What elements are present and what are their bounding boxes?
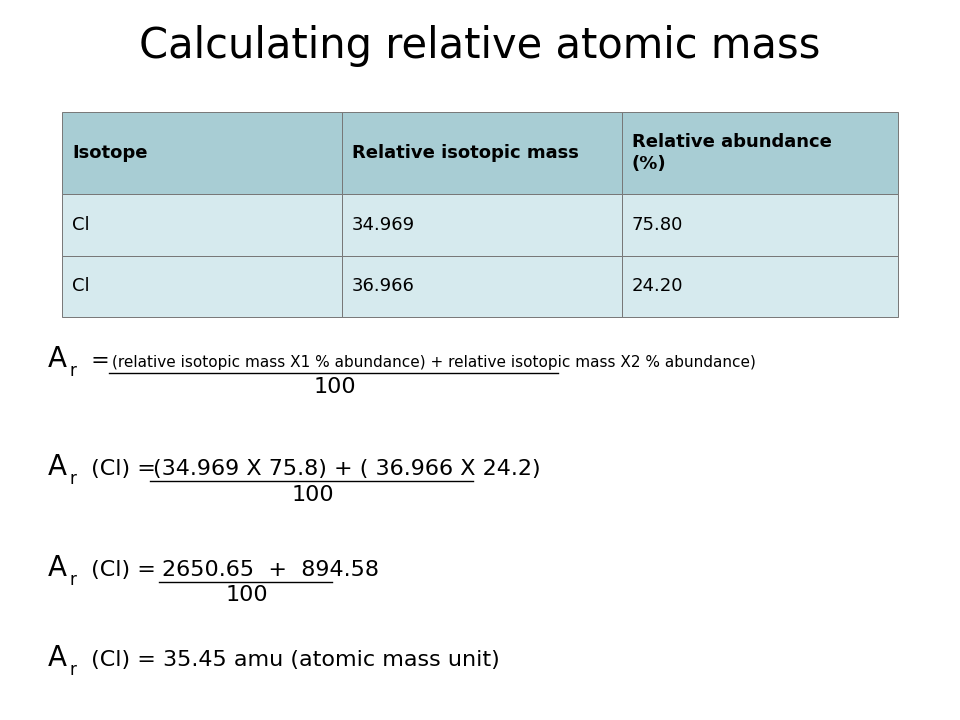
Text: Isotope: Isotope (72, 144, 148, 162)
Text: 100: 100 (314, 377, 356, 397)
Bar (62, 256, 342, 317)
Text: (Cl) =: (Cl) = (84, 459, 162, 480)
Text: 100: 100 (226, 585, 268, 606)
Text: A: A (48, 644, 67, 672)
Text: 24.20: 24.20 (632, 277, 684, 295)
Bar (622, 256, 898, 317)
Bar (622, 194, 898, 256)
Bar (62, 112, 342, 194)
Text: (Cl) =: (Cl) = (84, 560, 170, 580)
Text: 2650.65  +  894.58: 2650.65 + 894.58 (162, 560, 379, 580)
Text: r: r (69, 362, 76, 380)
Bar (622, 112, 898, 194)
Text: (34.969 X 75.8) + ( 36.966 X 24.2): (34.969 X 75.8) + ( 36.966 X 24.2) (153, 459, 540, 480)
Text: =: = (84, 351, 116, 372)
Bar (342, 112, 622, 194)
Text: 75.80: 75.80 (632, 216, 683, 234)
Text: r: r (69, 571, 76, 589)
Text: r: r (69, 470, 76, 488)
Text: Calculating relative atomic mass: Calculating relative atomic mass (139, 25, 821, 67)
Text: A: A (48, 554, 67, 582)
Text: r: r (69, 661, 76, 679)
Text: (Cl) = 35.45 amu (atomic mass unit): (Cl) = 35.45 amu (atomic mass unit) (84, 650, 499, 670)
Text: 34.969: 34.969 (351, 216, 415, 234)
Text: 100: 100 (291, 485, 334, 505)
Bar (342, 256, 622, 317)
Text: 36.966: 36.966 (351, 277, 415, 295)
Text: (relative isotopic mass X1 % abundance) + relative isotopic mass X2 % abundance): (relative isotopic mass X1 % abundance) … (112, 355, 756, 370)
Text: Relative abundance
(%): Relative abundance (%) (632, 133, 831, 173)
Text: Cl: Cl (72, 277, 89, 295)
Text: A: A (48, 345, 67, 373)
Text: A: A (48, 453, 67, 481)
Text: Cl: Cl (72, 216, 89, 234)
Bar (342, 194, 622, 256)
Bar (62, 194, 342, 256)
Text: Relative isotopic mass: Relative isotopic mass (351, 144, 579, 162)
